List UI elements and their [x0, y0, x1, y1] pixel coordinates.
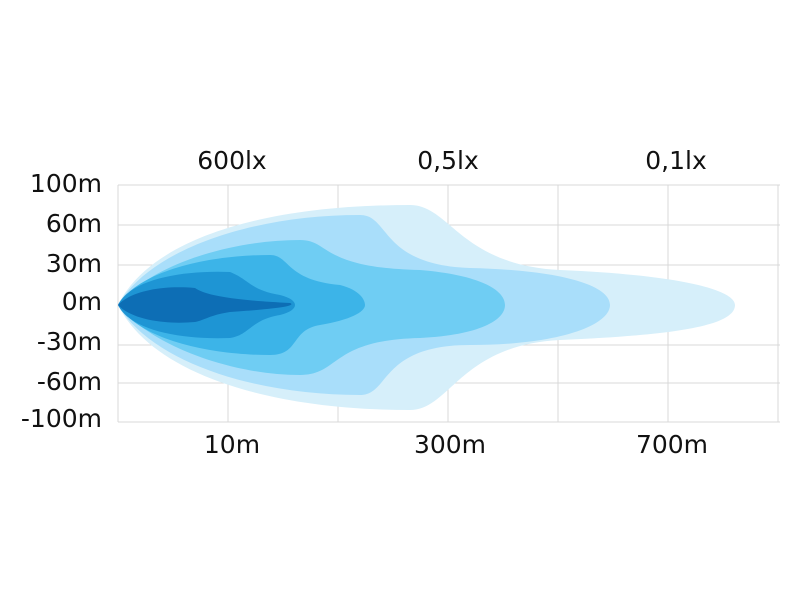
- x-label: 10m: [204, 430, 260, 459]
- y-label: 30m: [46, 249, 102, 278]
- y-label: -100m: [21, 404, 102, 433]
- y-label: 100m: [30, 169, 102, 198]
- lux-label: 0,1lx: [645, 146, 707, 175]
- lux-label: 0,5lx: [417, 146, 479, 175]
- beam-zone: [118, 287, 292, 323]
- x-label: 300m: [414, 430, 486, 459]
- labels: 600lx 0,5lx 0,1lx 100m 60m 30m 0m -30m -…: [21, 146, 708, 459]
- y-label: -30m: [37, 327, 102, 356]
- y-label: 60m: [46, 209, 102, 238]
- lux-label: 600lx: [197, 146, 266, 175]
- beam: [118, 205, 735, 410]
- y-label: -60m: [37, 367, 102, 396]
- y-label: 0m: [62, 287, 102, 316]
- x-label: 700m: [636, 430, 708, 459]
